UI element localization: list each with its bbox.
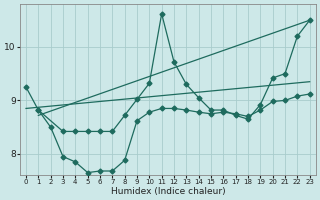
X-axis label: Humidex (Indice chaleur): Humidex (Indice chaleur) <box>110 187 225 196</box>
